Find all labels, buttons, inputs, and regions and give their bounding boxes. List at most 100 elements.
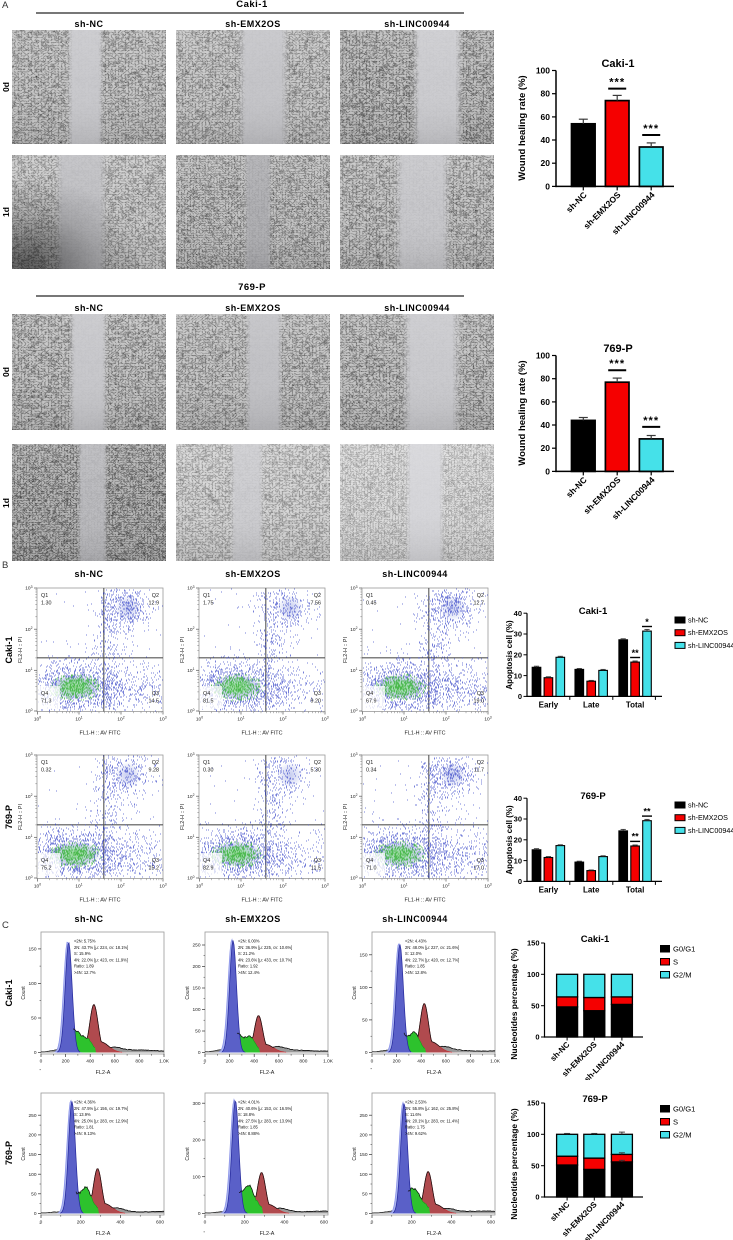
svg-text:60: 60 <box>541 112 551 122</box>
svg-text:400: 400 <box>280 1220 288 1226</box>
svg-text:30: 30 <box>514 630 522 639</box>
svg-text:0: 0 <box>371 1059 374 1065</box>
svg-text:600: 600 <box>156 1220 164 1226</box>
svg-text:0: 0 <box>40 1220 43 1226</box>
svg-text:9.20: 9.20 <box>311 699 322 705</box>
svg-text:0: 0 <box>365 1050 368 1056</box>
svg-text:100: 100 <box>358 883 365 890</box>
svg-text:S: S <box>673 1118 678 1127</box>
svg-text:100: 100 <box>192 1007 200 1013</box>
svg-text:800: 800 <box>299 1059 307 1065</box>
svg-text:7.56: 7.56 <box>311 601 322 607</box>
svg-text:Ratio: 1.92: Ratio: 1.92 <box>238 964 259 969</box>
svg-text:50: 50 <box>531 1001 539 1010</box>
svg-text:G0/G1: G0/G1 <box>673 945 695 954</box>
svg-text:600: 600 <box>320 1220 328 1226</box>
svg-text:>4N: 12.7%: >4N: 12.7% <box>74 970 96 975</box>
svg-text:sh-EMX2OS: sh-EMX2OS <box>688 628 728 637</box>
svg-text:12.7: 12.7 <box>473 601 484 607</box>
svg-text:0: 0 <box>34 1050 37 1056</box>
svg-text:FL2-A: FL2-A <box>427 1070 442 1076</box>
svg-text:800: 800 <box>135 1059 143 1065</box>
svg-text:103: 103 <box>484 716 491 723</box>
svg-text:50: 50 <box>195 1029 201 1035</box>
svg-text:FL1-H :: AV FITC: FL1-H :: AV FITC <box>242 731 283 737</box>
svg-text:769-P: 769-P <box>582 1094 608 1105</box>
svg-text:100: 100 <box>28 981 36 987</box>
svg-text:FL2-A: FL2-A <box>427 1231 442 1237</box>
svg-text:100: 100 <box>187 875 194 882</box>
svg-text:<2N: 2.53%: <2N: 2.53% <box>405 1100 427 1105</box>
svg-text:2N: 47.5% [μ: 156, cv: 19.7: 2N: 47.5% [μ: 156, cv: 19.7%] <box>74 1106 128 1111</box>
svg-text:103: 103 <box>159 716 166 723</box>
svg-text:S: 11.6%: S: 11.6% <box>405 1112 422 1117</box>
svg-text:FL2-A: FL2-A <box>96 1070 111 1076</box>
svg-text:0: 0 <box>204 1059 207 1065</box>
svg-text:**: ** <box>643 806 651 816</box>
svg-text:200: 200 <box>28 1133 36 1139</box>
svg-text:Wound healing rate (%): Wound healing rate (%) <box>517 75 528 180</box>
svg-text:101: 101 <box>25 834 32 841</box>
svg-text:0: 0 <box>545 181 550 191</box>
svg-text:200: 200 <box>192 1138 200 1144</box>
svg-text:0: 0 <box>535 1033 539 1042</box>
svg-text:101: 101 <box>350 834 357 841</box>
svg-text:200: 200 <box>408 1220 416 1226</box>
svg-text:G0/G1: G0/G1 <box>673 1105 695 1114</box>
svg-text:100: 100 <box>527 1130 540 1139</box>
svg-text:50: 50 <box>31 1016 37 1022</box>
svg-text:Q3: Q3 <box>314 691 321 697</box>
svg-text:sh-NC: sh-NC <box>564 475 589 500</box>
svg-text:2N: 48.0% [μ: 227, cv: 21.: 2N: 48.0% [μ: 227, cv: 21.6%] <box>405 945 459 950</box>
svg-text:101: 101 <box>237 883 244 890</box>
svg-text:Q3: Q3 <box>476 691 483 697</box>
svg-text:0: 0 <box>34 1211 37 1217</box>
svg-text:0.32: 0.32 <box>41 768 52 774</box>
svg-text:4N: 23.6% [μ: 433, cv: 10.: 4N: 23.6% [μ: 433, cv: 10.7%] <box>238 957 292 962</box>
svg-text:Late: Late <box>583 700 600 709</box>
svg-text:FL1-H :: AV FITC: FL1-H :: AV FITC <box>79 731 120 737</box>
svg-text:>4N: 9.62%: >4N: 9.62% <box>405 1131 427 1136</box>
svg-text:0: 0 <box>365 1211 368 1217</box>
svg-text:<2N: 4.36%: <2N: 4.36% <box>74 1100 96 1105</box>
svg-text:40: 40 <box>514 794 522 803</box>
svg-text:Ratio: 1.89: Ratio: 1.89 <box>74 964 95 969</box>
svg-text:101: 101 <box>187 667 194 674</box>
svg-text:100: 100 <box>536 351 550 361</box>
svg-text:103: 103 <box>484 883 491 890</box>
svg-text:200: 200 <box>226 1059 234 1065</box>
svg-text:Q1: Q1 <box>366 760 373 766</box>
svg-text:769-P: 769-P <box>603 343 632 355</box>
svg-text:400: 400 <box>447 1220 455 1226</box>
svg-text:0.45: 0.45 <box>366 601 377 607</box>
svg-text:20: 20 <box>514 836 522 845</box>
svg-text:101: 101 <box>237 716 244 723</box>
svg-text:100: 100 <box>196 716 203 723</box>
svg-text:100: 100 <box>196 883 203 890</box>
svg-text:0: 0 <box>40 1059 43 1065</box>
svg-text:100: 100 <box>350 708 357 715</box>
svg-text:102: 102 <box>442 883 449 890</box>
svg-text:Ratio: 1.81: Ratio: 1.81 <box>74 1125 95 1130</box>
svg-text:0: 0 <box>204 1220 207 1226</box>
svg-text:14.5: 14.5 <box>148 699 159 705</box>
svg-text:<2N: 5.75%: <2N: 5.75% <box>74 939 96 944</box>
svg-text:101: 101 <box>350 667 357 674</box>
svg-text:Count: Count <box>185 1147 191 1161</box>
svg-text:S: 18.8%: S: 18.8% <box>238 1112 255 1117</box>
svg-text:250: 250 <box>28 1113 36 1119</box>
svg-text:FL2-A: FL2-A <box>260 1070 275 1076</box>
svg-text:>4N: 9.13%: >4N: 9.13% <box>74 1131 96 1136</box>
svg-text:Early: Early <box>539 885 559 894</box>
svg-text:40: 40 <box>541 135 551 145</box>
svg-text:200: 200 <box>241 1220 249 1226</box>
svg-text:50: 50 <box>31 1192 37 1198</box>
svg-text:101: 101 <box>75 716 82 723</box>
svg-text:103: 103 <box>187 585 194 592</box>
svg-text:<2N: 6.00%: <2N: 6.00% <box>238 939 260 944</box>
svg-text:Q1: Q1 <box>203 593 210 599</box>
svg-text:4N: 20.1% [μ: 283, cv: 11.4: 4N: 20.1% [μ: 283, cv: 11.4%] <box>405 1118 459 1123</box>
svg-text:Apoptosis cell (%): Apoptosis cell (%) <box>505 620 514 690</box>
svg-text:<2N: 4.01%: <2N: 4.01% <box>238 1100 260 1105</box>
svg-text:67.9: 67.9 <box>366 699 377 705</box>
